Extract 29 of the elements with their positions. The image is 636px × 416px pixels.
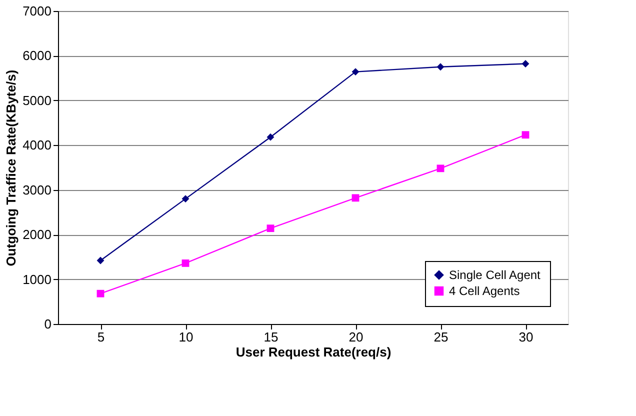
x-tick-label: 5 xyxy=(97,330,105,344)
x-tick-label: 25 xyxy=(434,330,448,344)
point xyxy=(182,195,190,203)
x-tick-label: 15 xyxy=(264,330,278,344)
point xyxy=(182,259,190,267)
x-axis-title: User Request Rate(req/s) xyxy=(236,344,392,360)
y-tick-label: 3000 xyxy=(22,182,52,198)
point xyxy=(96,256,104,264)
y-tick-label: 6000 xyxy=(22,48,52,64)
y-tick-label: 0 xyxy=(44,316,52,332)
point xyxy=(266,224,274,232)
point xyxy=(522,131,530,139)
x-tick-label: 30 xyxy=(518,330,534,344)
point xyxy=(436,164,444,172)
point xyxy=(436,63,444,71)
legend-label: Single Cell Agent xyxy=(449,268,542,282)
y-tick-label: 2000 xyxy=(22,227,52,242)
y-axis-title: Outgoing Traffice Rate(KByte/s) xyxy=(4,70,19,266)
legend-label: 4 Cell Agents xyxy=(449,284,520,298)
y-tick-label: 4000 xyxy=(22,138,52,153)
y-tick-label: 5000 xyxy=(22,92,52,108)
point xyxy=(352,68,360,76)
x-tick-label: 10 xyxy=(178,330,194,344)
y-tick-label: 1000 xyxy=(22,272,52,287)
y-tick-label: 7000 xyxy=(22,4,52,18)
point xyxy=(96,290,104,298)
x-tick-label: 20 xyxy=(348,330,364,344)
point xyxy=(352,194,360,202)
point xyxy=(266,133,274,141)
